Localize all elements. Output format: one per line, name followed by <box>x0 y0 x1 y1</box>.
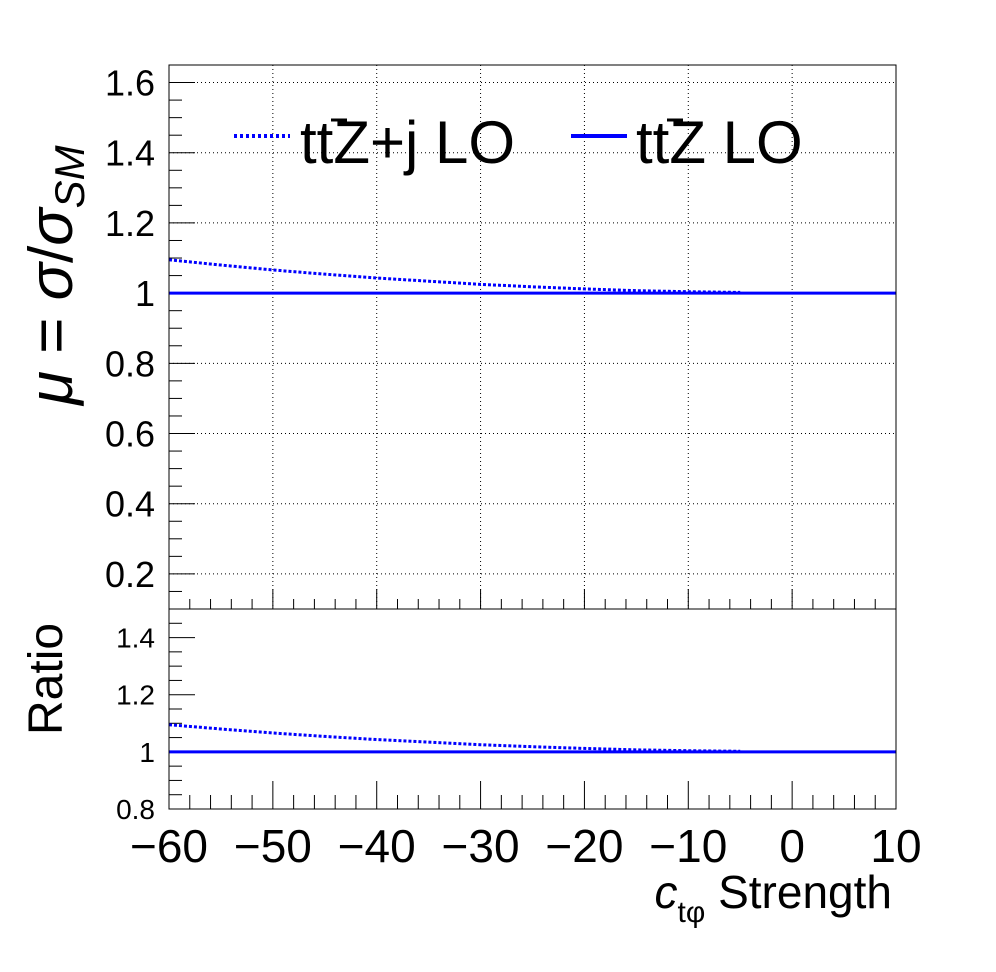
main-y-tick-label: 0.6 <box>105 414 155 455</box>
x-tick-label: −50 <box>234 820 312 872</box>
ratio-y-tick-labels: 0.8 1 1.2 1.4 <box>116 623 155 825</box>
ratio-y-axis-title: Ratio <box>20 623 73 735</box>
main-panel: 0.2 0.4 0.6 0.8 1 1.2 1.4 1.6 ttZ+j LO ttZ LO μ… <box>17 63 897 610</box>
main-series-ttzj <box>168 258 741 294</box>
ratio-series-ttzj <box>168 723 741 753</box>
main-y-tick-labels: 0.2 0.4 0.6 0.8 1 1.2 1.4 1.6 <box>105 63 155 595</box>
x-tick-label: −60 <box>130 820 208 872</box>
x-tick-label: −20 <box>545 820 623 872</box>
legend: ttZ+j LO ttZ LO <box>234 109 803 176</box>
x-tick-label: −10 <box>649 820 727 872</box>
ratio-x-tick-labels: −60 −50 −40 −30 −20 −10 0 10 <box>130 820 922 872</box>
main-y-tick-label: 0.2 <box>105 554 155 595</box>
main-y-tick-label: 1.4 <box>105 133 155 174</box>
x-tick-label: −30 <box>442 820 520 872</box>
main-y-tick-label: 0.8 <box>105 343 155 384</box>
x-axis-title: ctφ Strength <box>655 866 892 929</box>
ratio-series <box>168 723 896 754</box>
main-y-axis-title: μ = σ/σSM <box>17 145 93 407</box>
main-y-tick-label: 1.2 <box>105 203 155 244</box>
ratio-y-tick-label: 1 <box>139 737 155 768</box>
main-ticks <box>168 64 897 610</box>
main-series <box>168 258 896 295</box>
main-y-tick-label: 1.6 <box>105 63 155 104</box>
x-tick-label: 10 <box>870 820 921 872</box>
legend-label-ttz: ttZ LO <box>636 109 803 176</box>
ratio-y-tick-label: 1.4 <box>116 623 155 654</box>
ratio-y-tick-label: 0.8 <box>116 794 155 825</box>
legend-label-ttzj: ttZ+j LO <box>300 109 515 176</box>
x-tick-label: 0 <box>779 820 805 872</box>
ratio-panel: 0.8 1 1.2 1.4 −60 −50 −40 −30 −20 −10 0 10 Ratio c… <box>20 608 922 929</box>
main-y-tick-label: 0.4 <box>105 484 155 525</box>
x-tick-label: −40 <box>338 820 416 872</box>
ratio-ticks <box>168 608 897 810</box>
ratio-y-tick-label: 1.2 <box>116 680 155 711</box>
ratio-plot-frame <box>168 608 897 810</box>
main-y-tick-label: 1 <box>135 273 155 314</box>
